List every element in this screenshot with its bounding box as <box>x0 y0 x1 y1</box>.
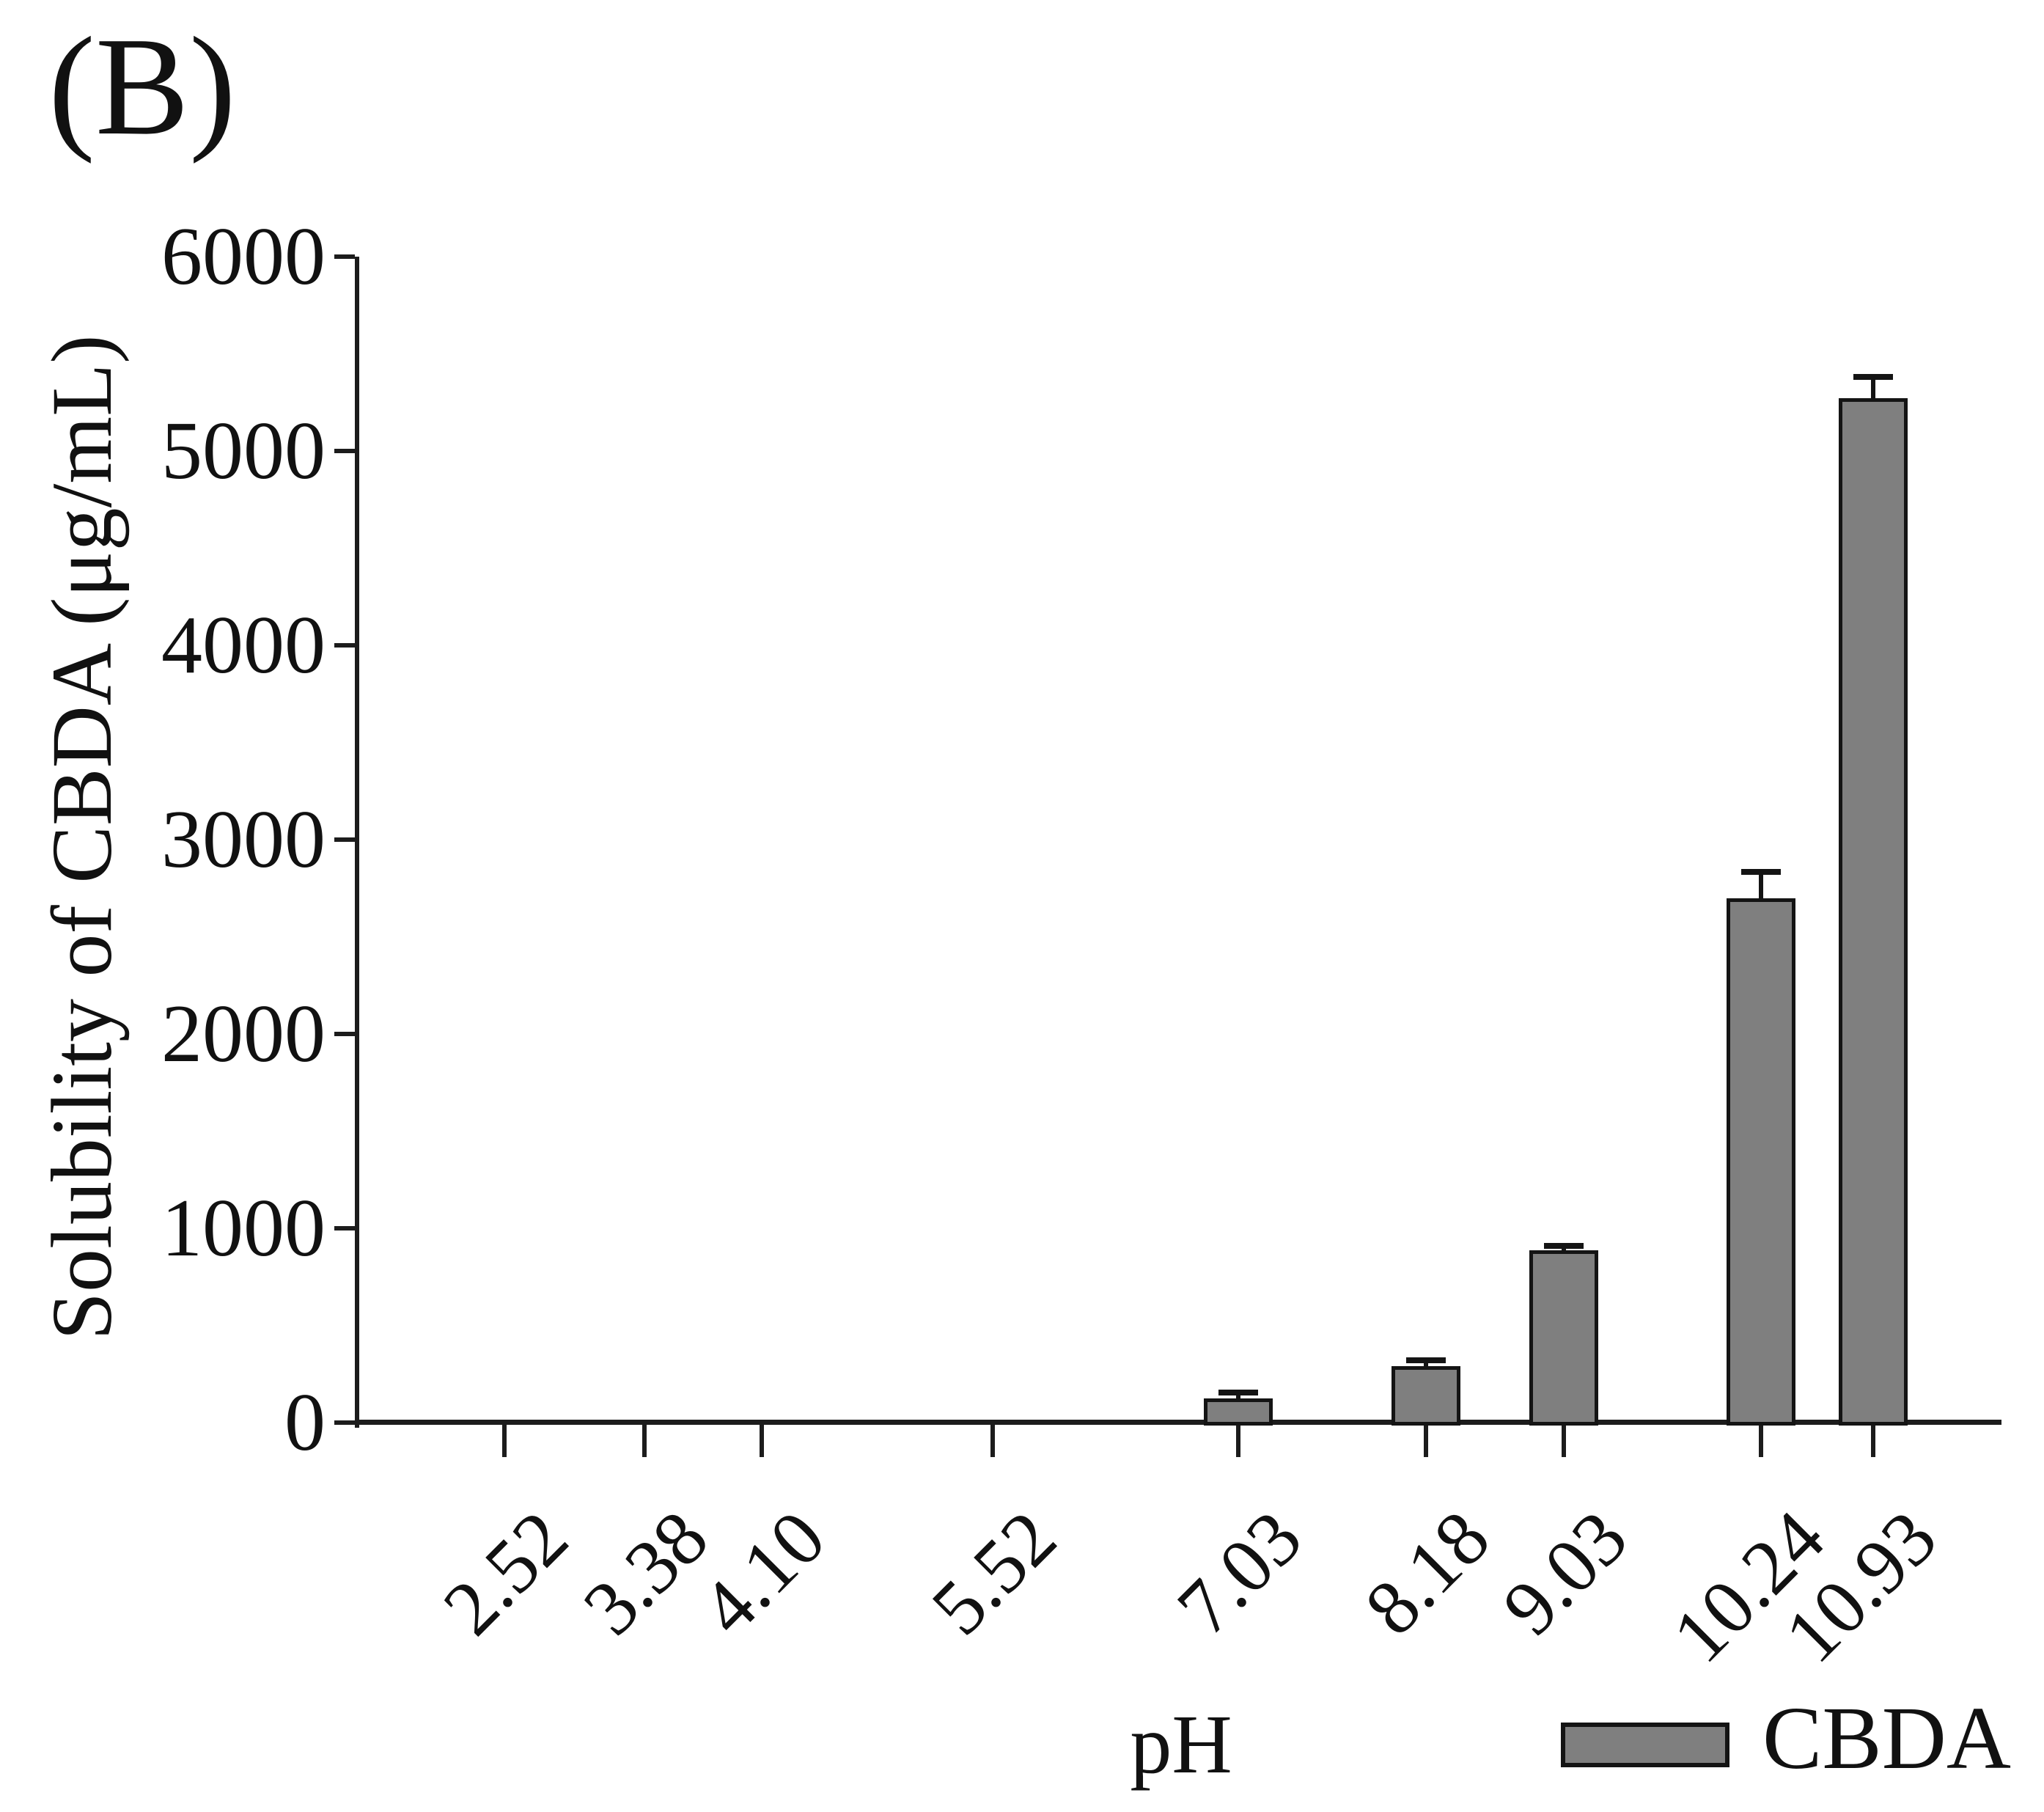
bar <box>1204 1398 1273 1426</box>
bar <box>1839 398 1908 1426</box>
y-axis-line <box>355 257 359 1428</box>
bar <box>1529 1250 1599 1426</box>
y-tick-label: 6000 <box>161 211 326 302</box>
x-tick <box>1871 1425 1876 1457</box>
y-tick-label: 2000 <box>161 988 326 1079</box>
error-bar-cap <box>1544 1242 1584 1249</box>
x-tick <box>1562 1425 1567 1457</box>
error-bar-cap <box>1853 374 1894 381</box>
y-tick-label: 4000 <box>161 600 326 691</box>
error-bar-cap <box>1740 868 1781 875</box>
x-tick <box>1423 1425 1428 1457</box>
x-tick-label: 5.52 <box>915 1494 1073 1651</box>
y-tick <box>334 643 355 648</box>
x-tick-label: 7.03 <box>1161 1494 1318 1651</box>
x-tick <box>1758 1425 1763 1457</box>
error-bar-cap <box>1405 1357 1446 1364</box>
y-tick <box>334 1032 355 1036</box>
x-tick-label: 4.10 <box>684 1494 842 1651</box>
error-bar-cap <box>1218 1389 1259 1395</box>
y-tick <box>334 449 355 453</box>
legend-swatch-cbda <box>1561 1723 1729 1767</box>
y-tick-label: 3000 <box>161 794 326 885</box>
error-bar-line <box>1871 377 1876 406</box>
bar <box>1726 898 1795 1426</box>
y-tick <box>334 254 355 259</box>
y-tick-label: 1000 <box>161 1183 326 1274</box>
x-tick-label: 2.52 <box>427 1494 584 1651</box>
error-bar-line <box>1758 871 1763 906</box>
x-tick <box>1236 1425 1241 1457</box>
x-tick <box>759 1425 764 1457</box>
panel-label: (B) <box>48 8 236 164</box>
bar <box>1391 1366 1460 1426</box>
y-tick-label: 5000 <box>161 406 326 496</box>
y-tick-label: 0 <box>284 1377 326 1468</box>
x-tick <box>990 1425 995 1457</box>
x-axis-line <box>355 1420 2001 1425</box>
y-tick <box>334 1420 355 1425</box>
x-tick-label: 3.38 <box>567 1494 724 1651</box>
x-tick-label: 9.03 <box>1486 1494 1644 1651</box>
x-tick <box>502 1425 507 1457</box>
x-axis-title: pH <box>1130 1698 1232 1791</box>
x-tick <box>641 1425 647 1457</box>
y-tick <box>334 1226 355 1230</box>
x-tick-label: 8.18 <box>1348 1494 1506 1651</box>
y-tick <box>334 837 355 842</box>
legend-label-cbda: CBDA <box>1762 1689 2011 1788</box>
